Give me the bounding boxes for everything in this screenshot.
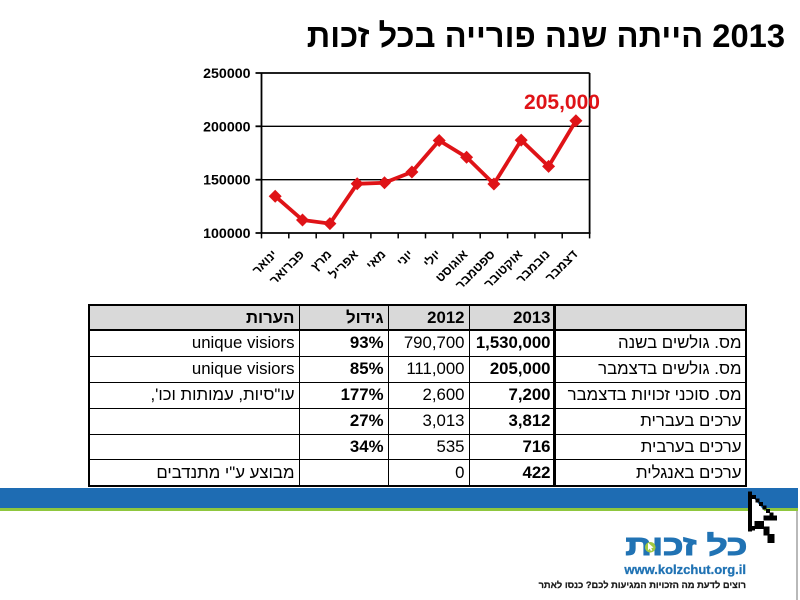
svg-text:200000: 200000 <box>203 119 250 135</box>
svg-text:150000: 150000 <box>203 173 250 189</box>
svg-text:250000: 250000 <box>203 66 250 82</box>
svg-text:205,000: 205,000 <box>524 91 600 114</box>
svg-text:100000: 100000 <box>203 226 250 242</box>
